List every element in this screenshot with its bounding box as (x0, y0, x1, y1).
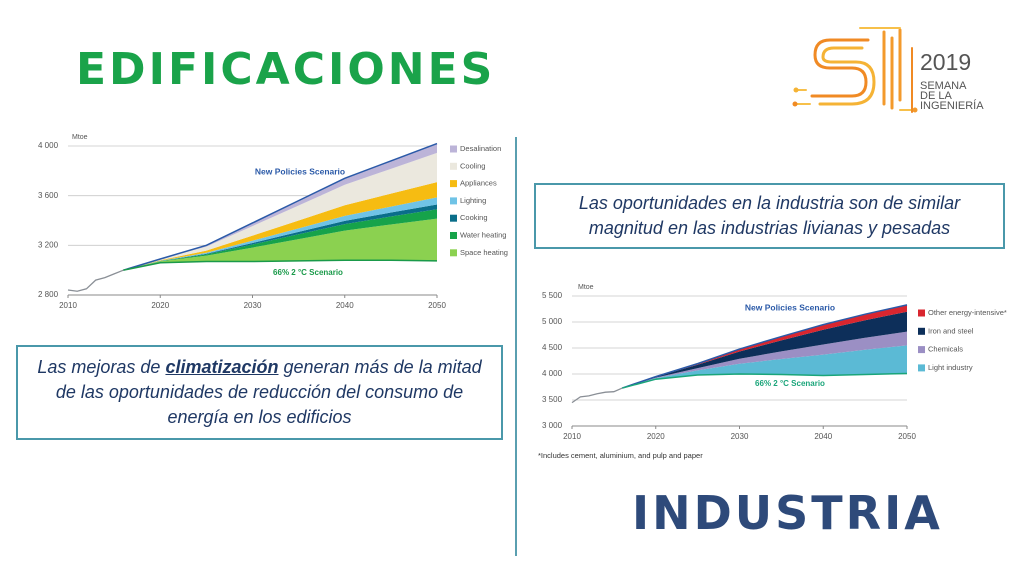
history-line (571, 387, 623, 404)
annotation: 66% 2 °C Scenario (755, 379, 825, 388)
y-tick-label: 4 500 (542, 343, 563, 352)
x-tick-label: 2040 (336, 301, 354, 310)
y-tick-label: 4 000 (542, 369, 563, 378)
legend-swatch (450, 214, 457, 222)
y-tick-label: 5 500 (542, 291, 563, 300)
legend-swatch (450, 197, 457, 205)
legend-label: Cooling (460, 161, 485, 170)
legend-label: Lighting (460, 196, 486, 205)
caption-highlight: climatización (165, 357, 279, 377)
area-segment (123, 152, 437, 271)
legend-swatch (918, 364, 925, 372)
y-tick-label: 3 200 (38, 240, 59, 249)
legend-swatch (450, 162, 457, 170)
legend-label: Chemicals (928, 345, 963, 354)
legend-label: Appliances (460, 179, 497, 188)
y-unit: Mtoe (72, 134, 88, 141)
caption-industry: Las oportunidades en la industria son de… (534, 183, 1005, 249)
logo-line: DE LA (920, 90, 952, 102)
caption-buildings: Las mejoras de climatización generan más… (16, 345, 503, 440)
y-tick-label: 4 000 (38, 141, 59, 150)
title-left: EDIFICACIONES (76, 44, 496, 95)
title-right: INDUSTRIA (632, 486, 943, 540)
logo-line: INGENIERÍA (920, 99, 984, 112)
logo-year: 2019 (920, 49, 971, 75)
logo-mark (792, 27, 918, 113)
x-tick-label: 2040 (814, 432, 832, 441)
top-line (123, 142, 438, 271)
legend-swatch (450, 249, 457, 257)
legend-swatch (918, 346, 925, 354)
annotation: New Policies Scenario (255, 166, 345, 176)
legend-label: Space heating (460, 248, 508, 257)
area-segment (622, 345, 907, 389)
y-tick-label: 3 600 (38, 191, 59, 200)
caption-part: generan más de la mitad de las oportunid… (55, 357, 482, 427)
area-segment (123, 197, 437, 271)
x-tick-label: 2010 (563, 432, 581, 441)
x-tick-label: 2030 (731, 432, 749, 441)
area-segment (123, 182, 437, 271)
history-line (67, 269, 124, 292)
legend-label: Desalination (460, 144, 501, 153)
annotation: 66% 2 °C Scenario (273, 268, 343, 277)
legend-label: Light industry (928, 363, 973, 372)
legend-label: Other energy-intensive* (928, 308, 1007, 317)
x-tick-label: 2010 (59, 301, 77, 310)
legend-label: Cooking (460, 213, 488, 222)
y-tick-label: 3 000 (542, 421, 563, 430)
legend-swatch (450, 180, 457, 188)
baseline-line (622, 372, 908, 389)
x-tick-label: 2020 (647, 432, 665, 441)
legend-swatch (450, 232, 457, 239)
area-segment (622, 304, 907, 389)
x-tick-label: 2030 (244, 301, 262, 310)
annotation: New Policies Scenario (745, 302, 835, 312)
caption-part: Las mejoras de (37, 357, 166, 377)
legend-label: Iron and steel (928, 326, 974, 335)
area-segment (123, 143, 437, 271)
y-tick-label: 3 500 (542, 395, 563, 404)
x-tick-label: 2020 (151, 301, 169, 310)
area-segment (123, 218, 437, 271)
top-line (622, 304, 908, 389)
footnote: *Includes cement, aluminium, and pulp an… (538, 451, 703, 460)
legend-label: Water heating (460, 230, 506, 239)
y-unit: Mtoe (578, 284, 594, 291)
legend-swatch (918, 327, 925, 335)
caption-text: Las mejoras de climatización generan más… (28, 355, 491, 430)
legend-swatch (918, 309, 925, 317)
legend-swatch (450, 145, 457, 153)
y-tick-label: 5 000 (542, 317, 563, 326)
y-tick-label: 2 800 (38, 290, 59, 299)
baseline-line (123, 259, 438, 271)
area-segment (123, 209, 437, 271)
area-segment (123, 204, 437, 271)
x-tick-label: 2050 (898, 432, 916, 441)
area-segment (622, 331, 907, 389)
logo-line: SEMANA (920, 80, 967, 92)
area-segment (622, 311, 907, 389)
x-tick-label: 2050 (428, 301, 446, 310)
